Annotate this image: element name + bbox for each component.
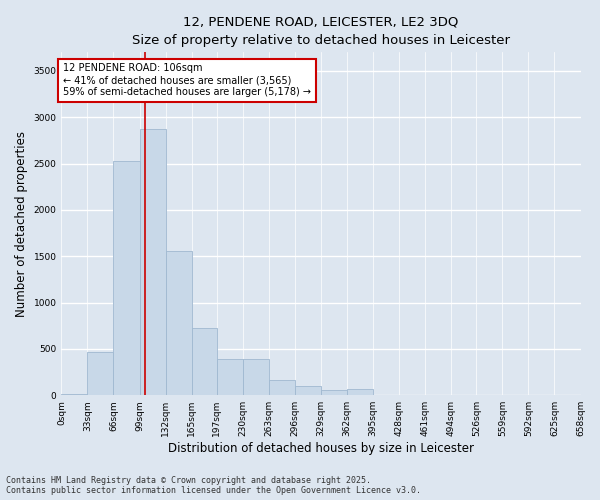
Title: 12, PENDENE ROAD, LEICESTER, LE2 3DQ
Size of property relative to detached house: 12, PENDENE ROAD, LEICESTER, LE2 3DQ Siz… — [132, 15, 510, 47]
X-axis label: Distribution of detached houses by size in Leicester: Distribution of detached houses by size … — [168, 442, 474, 455]
Bar — [88, 352, 113, 395]
Text: Contains HM Land Registry data © Crown copyright and database right 2025.
Contai: Contains HM Land Registry data © Crown c… — [6, 476, 421, 495]
Bar — [269, 380, 295, 395]
Bar — [347, 389, 373, 395]
Bar — [321, 390, 347, 395]
Bar — [217, 358, 243, 395]
Bar — [113, 161, 140, 395]
Text: 12 PENDENE ROAD: 106sqm
← 41% of detached houses are smaller (3,565)
59% of semi: 12 PENDENE ROAD: 106sqm ← 41% of detache… — [63, 64, 311, 96]
Bar — [140, 129, 166, 395]
Bar — [243, 358, 269, 395]
Y-axis label: Number of detached properties: Number of detached properties — [15, 131, 28, 317]
Bar — [191, 328, 217, 395]
Bar — [61, 394, 88, 395]
Bar — [295, 386, 321, 395]
Bar — [166, 251, 191, 395]
